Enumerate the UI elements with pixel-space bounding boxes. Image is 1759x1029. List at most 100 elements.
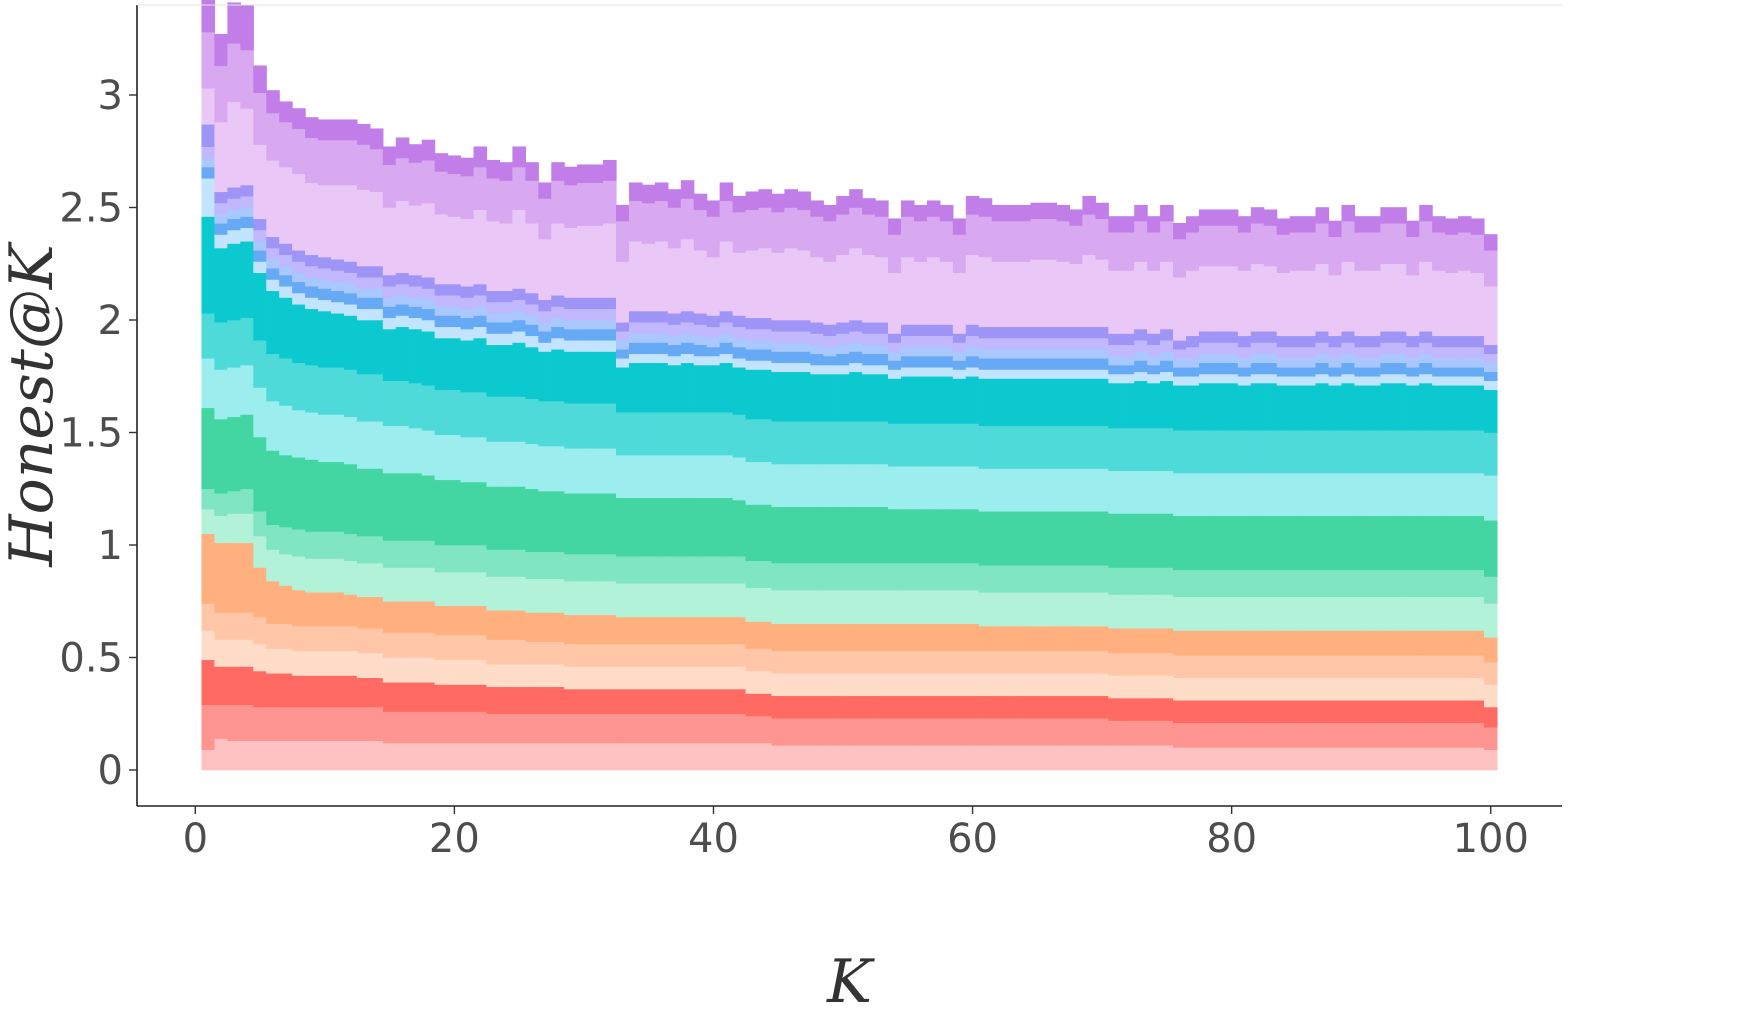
bar-segment <box>1211 630 1226 656</box>
bar-segment <box>603 580 617 616</box>
bar-segment <box>603 297 617 310</box>
bar-segment <box>1354 366 1368 377</box>
bar-segment <box>343 315 358 370</box>
bar-segment <box>1134 360 1148 373</box>
bar-segment <box>1458 357 1472 368</box>
bar-segment <box>1341 261 1356 332</box>
bar-segment <box>473 659 488 685</box>
bar-segment <box>771 362 786 373</box>
bar-segment <box>1445 272 1459 337</box>
bar-segment <box>395 711 410 744</box>
bar-segment <box>693 324 708 337</box>
bar-segment <box>395 657 410 683</box>
bar-segment <box>356 562 371 598</box>
bar-segment <box>991 204 1006 222</box>
bar-segment <box>214 666 228 706</box>
bar-segment <box>1160 351 1174 361</box>
bar-segment <box>823 204 837 222</box>
bar-segment <box>1302 384 1317 431</box>
bar-k-38 <box>680 180 695 771</box>
bar-segment <box>1030 357 1045 370</box>
bar-segment <box>1069 625 1083 652</box>
bar-segment <box>279 585 293 625</box>
bar-segment <box>706 713 721 744</box>
bar-segment <box>1082 425 1096 469</box>
bar-segment <box>771 623 786 652</box>
bar-segment <box>1483 234 1498 251</box>
bar-segment <box>1302 677 1317 701</box>
bar-segment <box>628 688 643 715</box>
bar-segment <box>369 373 384 422</box>
bar-segment <box>486 639 501 665</box>
bar-segment <box>1224 373 1239 384</box>
bar-segment <box>1471 346 1485 359</box>
bar-segment <box>460 684 475 712</box>
bar-segment <box>1108 382 1122 429</box>
bar-segment <box>434 571 449 607</box>
bar-segment <box>1432 270 1446 337</box>
bar-segment <box>253 706 267 742</box>
bar-segment <box>797 330 811 343</box>
bar-segment <box>965 335 980 348</box>
bar-segment <box>1134 204 1148 222</box>
bar-segment <box>797 562 811 591</box>
bar-segment <box>849 362 863 373</box>
bar-segment <box>538 551 552 580</box>
bar-segment <box>1289 346 1304 359</box>
bar-segment <box>1263 515 1278 571</box>
bar-segment <box>473 283 488 296</box>
bar-segment <box>1380 596 1394 631</box>
bar-segment <box>434 213 449 285</box>
bar-segment <box>913 623 928 652</box>
bar-segment <box>447 216 462 285</box>
bar-segment <box>447 571 462 607</box>
bar-segment <box>1211 722 1226 748</box>
bar-segment <box>408 274 423 287</box>
bar-segment <box>227 704 241 742</box>
bar-segment <box>888 333 902 343</box>
bar-segment <box>616 366 630 413</box>
bar-segment <box>1406 747 1420 771</box>
bar-segment <box>719 342 734 355</box>
bar-segment <box>758 339 773 350</box>
bar-segment <box>680 666 695 690</box>
bar-segment <box>227 229 241 244</box>
bar-segment <box>1069 650 1083 674</box>
bar-segment <box>590 402 604 449</box>
bar-segment <box>901 508 915 564</box>
bar-segment <box>771 589 786 625</box>
bar-segment <box>1445 596 1459 631</box>
bar-segment <box>1030 717 1045 746</box>
bar-segment <box>292 281 306 294</box>
bar-segment <box>862 333 876 346</box>
bar-segment <box>913 744 928 771</box>
bar-k-71 <box>1108 216 1122 771</box>
bar-segment <box>577 328 591 341</box>
bar-segment <box>421 540 436 568</box>
bar-segment <box>1237 747 1252 771</box>
bar-segment <box>1419 353 1433 364</box>
bar-segment <box>460 659 475 685</box>
bar-segment <box>1043 717 1058 746</box>
bar-segment <box>603 308 617 321</box>
bar-segment <box>823 373 837 422</box>
bar-segment <box>706 688 721 715</box>
bar-segment <box>901 562 915 591</box>
bar-segment <box>1004 326 1019 339</box>
bar-segment <box>408 711 423 744</box>
bar-segment <box>1302 747 1317 771</box>
bar-segment <box>1276 722 1291 748</box>
bar-k-17 <box>408 144 423 771</box>
bar-segment <box>460 436 475 483</box>
bar-segment <box>1289 357 1304 368</box>
bar-segment <box>1147 720 1161 746</box>
bar-segment <box>1341 330 1356 343</box>
bar-segment <box>810 717 824 746</box>
bar-segment <box>408 328 423 384</box>
bar-segment <box>693 344 708 357</box>
bar-segment <box>745 648 760 672</box>
bar-segment <box>369 535 384 564</box>
bar-segment <box>680 321 695 334</box>
bar-segment <box>926 744 941 771</box>
bar-segment <box>1289 699 1304 724</box>
